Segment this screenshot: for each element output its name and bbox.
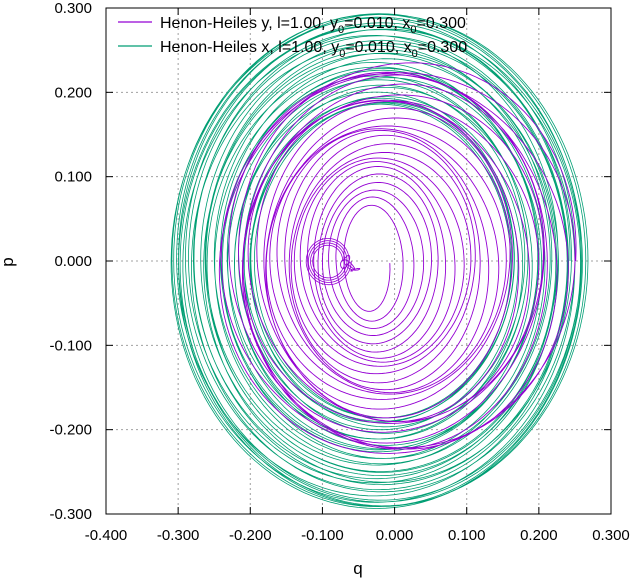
- legend-entry-series-1: Henon-Heiles y, l=1.00, y0=0.010, x0=0.3…: [160, 15, 466, 36]
- y-tick-label: 0.100: [54, 169, 92, 186]
- x-tick-label: -0.200: [229, 527, 272, 544]
- series-1-curve: [218, 62, 577, 454]
- x-axis-label: q: [353, 559, 362, 578]
- y-tick-label: 0.000: [54, 253, 92, 270]
- y-tick-label: -0.100: [49, 337, 92, 354]
- legend-entry-series-2: Henon-Heiles x, l=1.00, y0=0.010, x0=0.3…: [160, 39, 467, 60]
- plot-curves: [170, 13, 589, 509]
- x-tick-label: -0.300: [157, 527, 200, 544]
- x-tick-label: -0.400: [85, 527, 128, 544]
- y-axis-label: p: [0, 257, 17, 266]
- x-tick-label: -0.100: [301, 527, 344, 544]
- x-tick-label: 0.300: [592, 527, 630, 544]
- axis-ticks: [105, 7, 612, 515]
- x-tick-labels: -0.400 -0.300 -0.200 -0.100 0.000 0.100 0.200 0…: [85, 527, 630, 544]
- y-tick-label: -0.300: [49, 506, 92, 523]
- y-tick-label: 0.300: [54, 0, 92, 17]
- x-tick-label: 0.200: [520, 527, 558, 544]
- y-tick-label: 0.200: [54, 84, 92, 101]
- series-1-side-loops: [305, 238, 352, 286]
- x-tick-label: 0.000: [376, 527, 414, 544]
- y-tick-label: -0.200: [49, 422, 92, 439]
- legend: Henon-Heiles y, l=1.00, y0=0.010, x0=0.3…: [118, 15, 467, 60]
- x-tick-label: 0.100: [448, 527, 486, 544]
- y-tick-labels: -0.300 -0.200 -0.100 0.000 0.100 0.200 0.300: [49, 0, 92, 523]
